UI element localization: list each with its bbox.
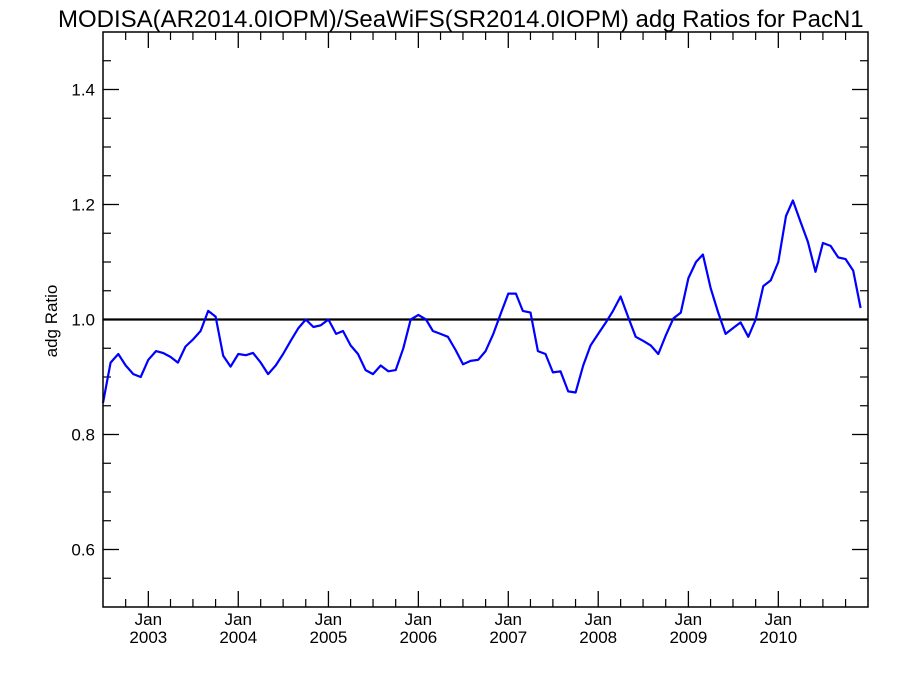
x-tick-label-month: Jan xyxy=(765,610,792,629)
y-tick-label: 0.8 xyxy=(71,426,95,445)
plot-marks: 0.60.81.01.21.4Jan2003Jan2004Jan2005Jan2… xyxy=(71,32,868,647)
plot-frame xyxy=(102,31,869,608)
y-tick-label: 1.4 xyxy=(71,81,95,100)
x-tick-label-month: Jan xyxy=(585,610,612,629)
x-tick-label-month: Jan xyxy=(675,610,702,629)
x-tick-label-year: 2004 xyxy=(219,628,257,647)
y-tick-label: 1.0 xyxy=(71,311,95,330)
x-tick-label-month: Jan xyxy=(315,610,342,629)
y-axis-label: adg Ratio xyxy=(42,285,61,358)
x-tick-label-year: 2006 xyxy=(399,628,437,647)
y-tick-label: 0.6 xyxy=(71,541,95,560)
x-tick-label-year: 2007 xyxy=(489,628,527,647)
x-tick-label-month: Jan xyxy=(405,610,432,629)
x-tick-label-year: 2008 xyxy=(579,628,617,647)
y-tick-label: 1.2 xyxy=(71,196,95,215)
x-tick-label-month: Jan xyxy=(135,610,162,629)
x-tick-label-year: 2010 xyxy=(759,628,797,647)
x-tick-label-month: Jan xyxy=(225,610,252,629)
series-line xyxy=(101,199,862,404)
x-tick-label-year: 2009 xyxy=(669,628,707,647)
x-tick-label-year: 2003 xyxy=(129,628,167,647)
x-tick-label-month: Jan xyxy=(495,610,522,629)
x-tick-label-year: 2005 xyxy=(310,628,348,647)
chart-title: MODISA(AR2014.0IOPM)/SeaWiFS(SR2014.0IOP… xyxy=(58,6,864,33)
